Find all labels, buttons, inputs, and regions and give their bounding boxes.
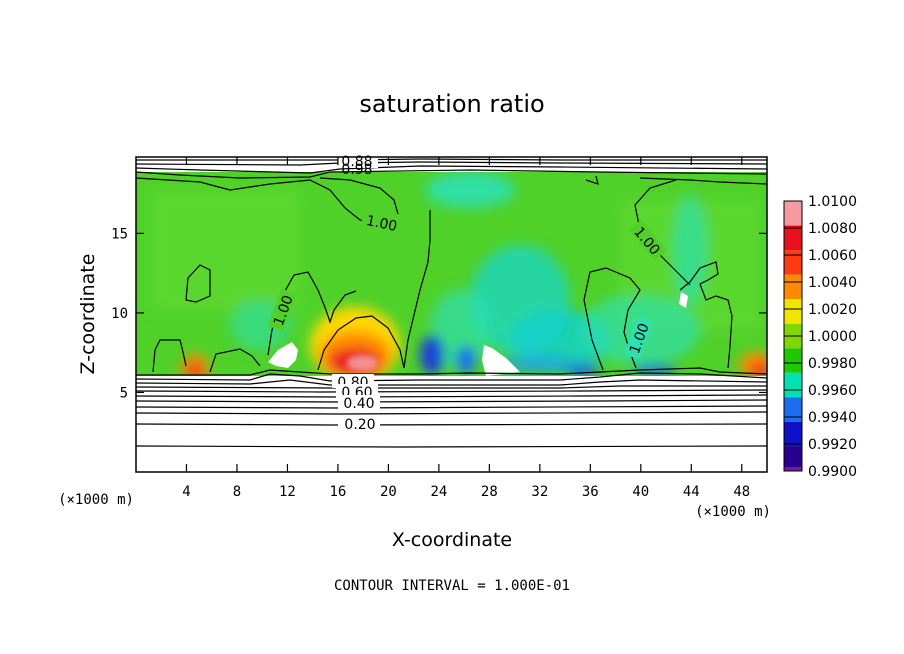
- colorbar-swatch: [784, 348, 802, 373]
- contour-label: 0.40: [343, 396, 374, 412]
- colorbar: 1.0100 1.0080 1.0060 1.0040 1.0020 1.0000 0.99…: [783, 194, 857, 480]
- unsaturated-speck: [679, 292, 688, 308]
- unsaturated-pocket: [268, 342, 298, 368]
- colorbar-swatch: [784, 421, 802, 447]
- x-tick-label: 32: [531, 484, 548, 500]
- colorbar-label: 1.0020: [808, 302, 857, 318]
- blue-minimum: [456, 346, 476, 374]
- colorbar-label: 0.9960: [808, 383, 857, 399]
- x-tick-label: 36: [582, 484, 599, 500]
- x-tick-label: 20: [380, 484, 397, 500]
- colorbar-label: 1.0100: [808, 194, 857, 210]
- colorbar-swatch: [784, 201, 802, 226]
- x-tick-label: 28: [481, 484, 498, 500]
- y-tick-label: 10: [111, 306, 128, 322]
- x-tick-label: 4: [182, 484, 190, 500]
- colorbar-swatch: [784, 225, 802, 251]
- x-unit-right: (×1000 m): [695, 504, 771, 520]
- contour-label: 0.98: [341, 162, 372, 178]
- x-axis: 4 8 12 16 20 24 28 32 36 40 44 48: [182, 157, 750, 500]
- contour-label-group: 1.00 1.00 1.00 1.00 0.80 0.60 0.40 0.20 …: [267, 154, 667, 433]
- contour-label: 0.20: [344, 417, 375, 433]
- cyan-region: [430, 290, 490, 370]
- blue-minimum: [420, 335, 444, 375]
- x-tick-label: 40: [632, 484, 649, 500]
- colorbar-swatch: [784, 299, 802, 324]
- colorbar-label: 1.0080: [808, 221, 857, 237]
- contour-label: 0.88: [341, 154, 372, 170]
- x-unit-left: (×1000 m): [58, 492, 134, 508]
- contour-label: 1.00: [365, 213, 399, 235]
- y-tick-label: 15: [111, 226, 128, 242]
- y-axis-label: Z-coordinate: [77, 254, 99, 375]
- x-tick-label: 44: [683, 484, 700, 500]
- x-tick-label: 16: [329, 484, 346, 500]
- plot-frame: [135, 156, 768, 473]
- x-axis-label: X-coordinate: [392, 529, 512, 551]
- colorbar-label: 0.9940: [808, 410, 857, 426]
- colorbar-swatch: [784, 467, 802, 471]
- contour-interval-note: CONTOUR INTERVAL = 1.000E-01: [334, 578, 570, 594]
- cyan-region: [672, 195, 708, 305]
- colorbar-swatch: [784, 446, 802, 471]
- light-green-patch: [150, 190, 300, 310]
- colorbar-label: 0.9980: [808, 356, 857, 372]
- contour-lines: [136, 158, 767, 448]
- saturation-field: [136, 157, 767, 472]
- x-tick-label: 8: [233, 484, 241, 500]
- colorbar-swatch: [784, 274, 802, 300]
- y-axis: 5 10 15: [111, 226, 767, 401]
- colorbar-label: 0.9920: [808, 437, 857, 453]
- colorbar-swatch: [784, 250, 802, 275]
- warm-maximum-4km: [187, 364, 203, 378]
- colorbar-label: 1.0000: [808, 329, 857, 345]
- y-tick-label: 5: [120, 385, 128, 401]
- colorbar-swatch: [784, 372, 802, 398]
- x-tick-label: 48: [733, 484, 750, 500]
- cyan-region: [425, 172, 515, 208]
- colorbar-label: 1.0040: [808, 275, 857, 291]
- x-tick-label: 24: [430, 484, 447, 500]
- chart-title: saturation ratio: [359, 90, 544, 118]
- colorbar-swatch: [784, 397, 802, 422]
- x-tick-label: 12: [279, 484, 296, 500]
- colorbar-label: 0.9900: [808, 464, 857, 480]
- unsaturated-wedge: [482, 345, 520, 376]
- colorbar-label: 1.0060: [808, 248, 857, 264]
